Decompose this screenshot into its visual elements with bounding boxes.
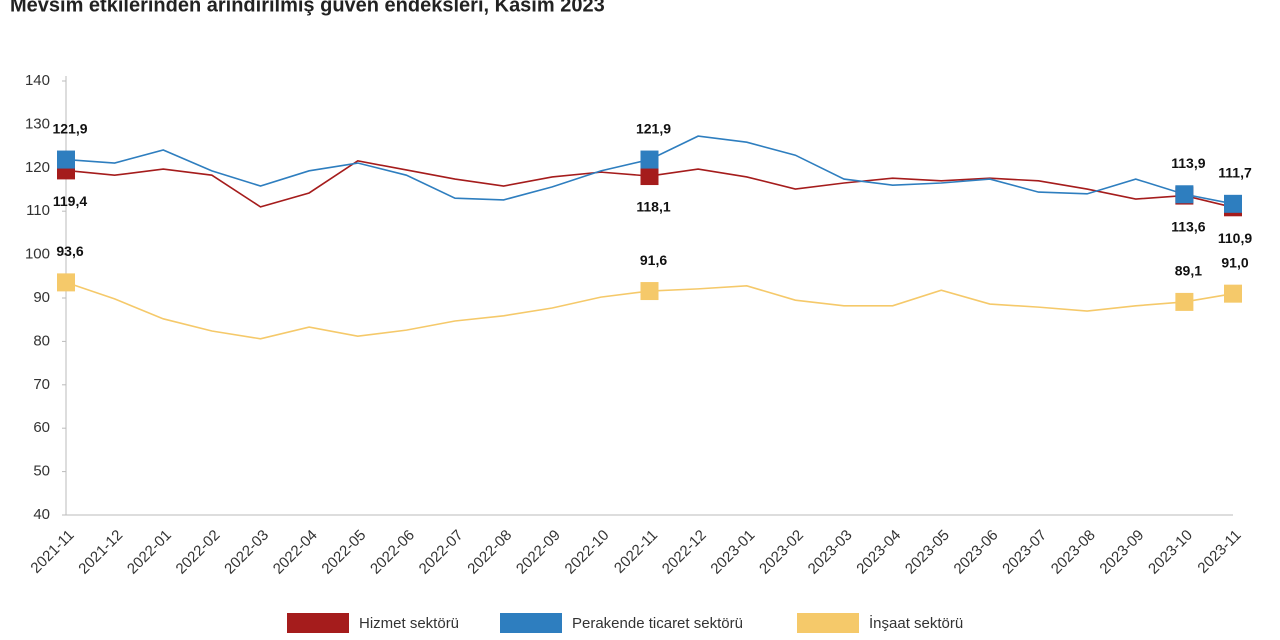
x-tick-label: 2022-11	[611, 527, 661, 577]
y-tick-label: 60	[33, 419, 50, 436]
value-label: 121,9	[636, 120, 671, 136]
value-label: 91,6	[640, 252, 667, 268]
x-tick-label: 2022-02	[173, 527, 224, 578]
value-label: 110,9	[1218, 230, 1252, 246]
value-label: 121,9	[52, 120, 87, 136]
point-marker	[1224, 194, 1242, 213]
value-label: 89,1	[1175, 263, 1202, 279]
point-marker	[1175, 292, 1194, 311]
x-tick-label: 2022-08	[464, 527, 515, 578]
x-tick-label: 2023-04	[853, 527, 904, 578]
y-tick-label: 110	[26, 202, 50, 219]
y-tick-label: 90	[33, 289, 50, 306]
value-label: 119,4	[53, 193, 87, 209]
y-tick-label: 140	[25, 72, 50, 89]
y-tick-label: 100	[25, 246, 50, 263]
legend-swatch	[287, 613, 349, 633]
legend-swatch	[500, 613, 562, 633]
chart-title: Mevsim etkilerinden arındırılmış güven e…	[10, 0, 605, 16]
x-tick-label: 2023-05	[902, 527, 953, 578]
x-tick-label: 2021-11	[27, 527, 77, 577]
x-tick-label: 2023-01	[707, 527, 758, 578]
x-tick-label: 2022-09	[513, 527, 564, 578]
value-label: 113,9	[1171, 155, 1205, 171]
legend-swatch	[797, 613, 859, 633]
x-tick-label: 2023-10	[1145, 527, 1196, 578]
y-tick-label: 130	[25, 115, 50, 132]
legend-label: İnşaat sektörü	[869, 614, 963, 632]
legend-item: İnşaat sektörü	[797, 613, 963, 633]
y-tick-label: 120	[25, 159, 50, 176]
point-marker	[57, 273, 75, 292]
point-marker	[1224, 284, 1242, 303]
legend-item: Perakende ticaret sektörü	[500, 613, 743, 633]
x-tick-label: 2022-03	[221, 527, 272, 578]
value-label: 91,0	[1221, 254, 1248, 270]
point-marker	[57, 150, 75, 169]
legend-item: Hizmet sektörü	[287, 613, 459, 633]
value-label: 113,6	[1171, 218, 1205, 234]
x-tick-label: 2023-11	[1194, 527, 1244, 577]
x-tick-label: 2023-02	[756, 527, 807, 578]
point-marker	[640, 167, 659, 186]
x-tick-label: 2022-01	[124, 527, 175, 578]
y-tick-label: 70	[33, 376, 50, 393]
value-label: 111,7	[1218, 165, 1252, 181]
legend-label: Perakende ticaret sektörü	[572, 615, 743, 632]
x-tick-label: 2022-07	[416, 527, 467, 578]
x-tick-label: 2022-06	[367, 527, 418, 578]
x-tick-label: 2023-06	[951, 527, 1002, 578]
y-tick-label: 50	[33, 463, 50, 480]
x-tick-label: 2023-09	[1096, 527, 1147, 578]
y-tick-label: 40	[33, 506, 50, 523]
value-label: 93,6	[56, 243, 83, 259]
point-marker	[1175, 185, 1194, 204]
x-tick-label: 2022-04	[270, 527, 321, 578]
x-tick-label: 2021-12	[75, 527, 126, 578]
x-tick-label: 2023-03	[805, 527, 856, 578]
x-tick-label: 2022-05	[318, 527, 369, 578]
x-tick-label: 2022-12	[659, 527, 710, 578]
point-marker	[640, 282, 659, 301]
x-tick-label: 2023-08	[1048, 527, 1099, 578]
x-tick-label: 2022-10	[562, 527, 613, 578]
point-marker	[640, 150, 659, 169]
y-tick-label: 80	[33, 332, 50, 349]
legend-label: Hizmet sektörü	[359, 615, 459, 632]
value-label: 118,1	[636, 199, 670, 215]
x-tick-label: 2023-07	[999, 527, 1050, 578]
